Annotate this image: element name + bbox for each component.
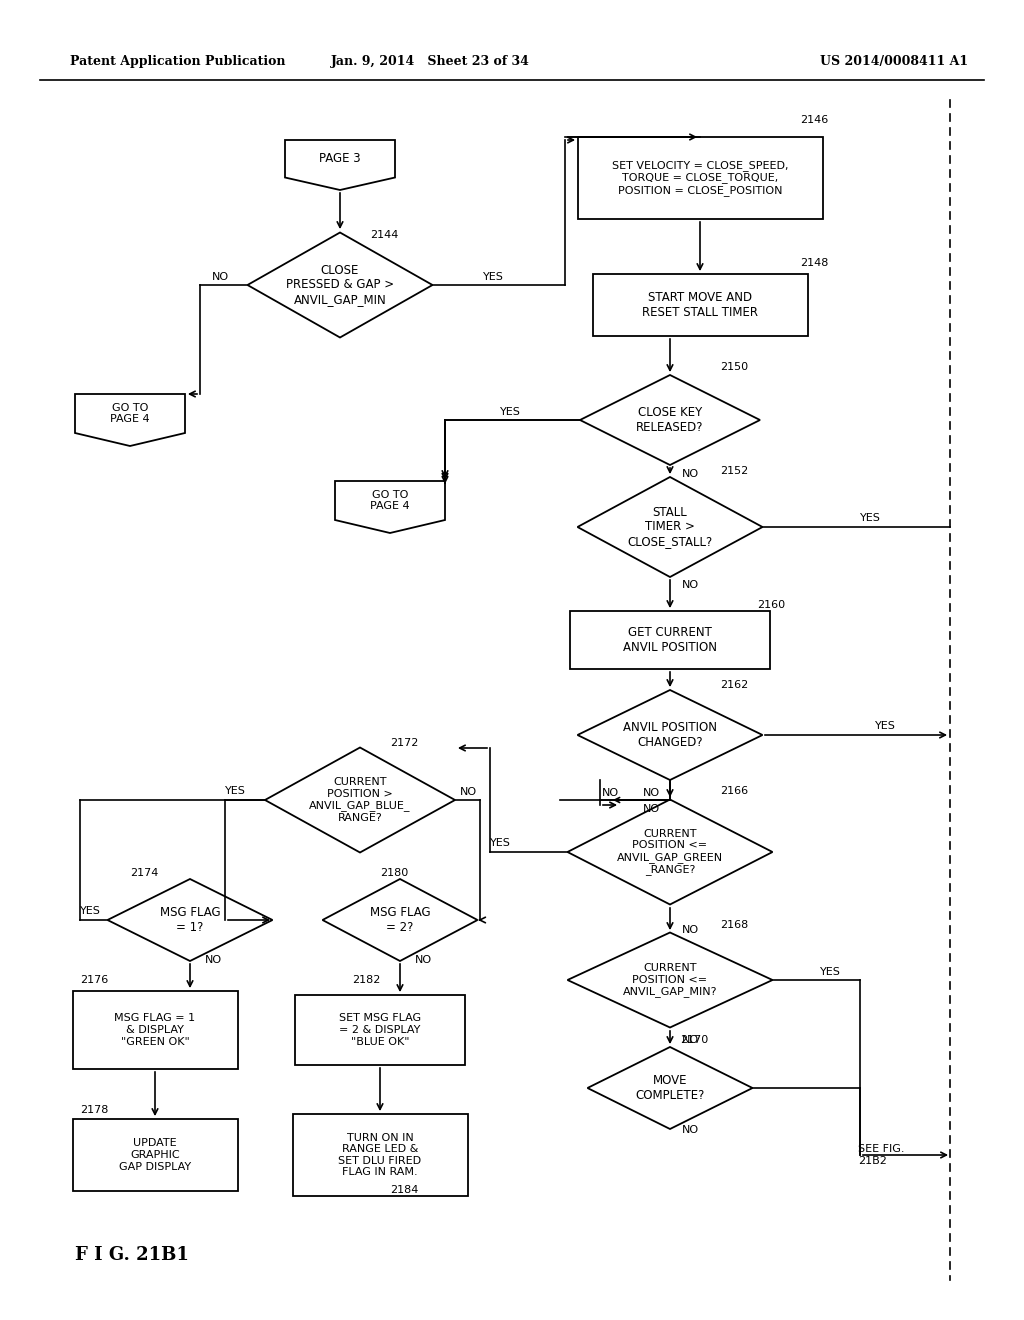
Polygon shape: [567, 932, 772, 1027]
Text: 2180: 2180: [380, 869, 409, 878]
Polygon shape: [567, 800, 772, 904]
Text: Jan. 9, 2014   Sheet 23 of 34: Jan. 9, 2014 Sheet 23 of 34: [331, 55, 529, 69]
Text: CURRENT
POSITION <=
ANVIL_GAP_MIN?: CURRENT POSITION <= ANVIL_GAP_MIN?: [623, 964, 717, 997]
Text: YES: YES: [482, 272, 504, 282]
Polygon shape: [265, 747, 455, 853]
Text: STALL
TIMER >
CLOSE_STALL?: STALL TIMER > CLOSE_STALL?: [628, 506, 713, 549]
Text: YES: YES: [874, 721, 896, 731]
Text: 2144: 2144: [370, 230, 398, 240]
Polygon shape: [578, 690, 763, 780]
Text: NO: NO: [682, 1035, 699, 1045]
Text: CLOSE
PRESSED & GAP >
ANVIL_GAP_MIN: CLOSE PRESSED & GAP > ANVIL_GAP_MIN: [286, 264, 394, 306]
Text: US 2014/0008411 A1: US 2014/0008411 A1: [820, 55, 968, 69]
Text: CLOSE KEY
RELEASED?: CLOSE KEY RELEASED?: [636, 407, 703, 434]
Text: MSG FLAG
= 1?: MSG FLAG = 1?: [160, 906, 220, 935]
Text: NO: NO: [211, 272, 228, 282]
Bar: [293, 1114, 468, 1196]
Text: 2184: 2184: [390, 1185, 419, 1195]
Text: GET CURRENT
ANVIL POSITION: GET CURRENT ANVIL POSITION: [623, 626, 717, 653]
Text: PAGE 3: PAGE 3: [319, 152, 360, 165]
Polygon shape: [580, 375, 760, 465]
Text: NO: NO: [460, 787, 476, 797]
Text: CURRENT
POSITION >
ANVIL_GAP_BLUE_
RANGE?: CURRENT POSITION > ANVIL_GAP_BLUE_ RANGE…: [309, 777, 411, 822]
Text: GO TO
PAGE 4: GO TO PAGE 4: [371, 490, 410, 511]
Text: SEE FIG.
21B2: SEE FIG. 21B2: [858, 1144, 904, 1166]
Text: MOVE
COMPLETE?: MOVE COMPLETE?: [635, 1074, 705, 1102]
Text: MSG FLAG
= 2?: MSG FLAG = 2?: [370, 906, 430, 935]
Text: 2174: 2174: [130, 869, 159, 878]
Text: GO TO
PAGE 4: GO TO PAGE 4: [111, 403, 150, 424]
Text: NO: NO: [682, 579, 699, 590]
Text: YES: YES: [489, 838, 510, 847]
Polygon shape: [335, 480, 445, 533]
Text: 2178: 2178: [80, 1105, 109, 1115]
Text: ANVIL POSITION
CHANGED?: ANVIL POSITION CHANGED?: [623, 721, 717, 748]
Text: 2146: 2146: [800, 115, 828, 125]
Bar: [578, 137, 822, 219]
Text: 2168: 2168: [720, 920, 749, 931]
Text: F I G. 21B1: F I G. 21B1: [75, 1246, 188, 1265]
Text: 2152: 2152: [720, 466, 749, 477]
Text: NO: NO: [643, 788, 660, 799]
Bar: [73, 991, 238, 1069]
Text: YES: YES: [80, 906, 100, 916]
Polygon shape: [285, 140, 395, 190]
Text: 2176: 2176: [80, 975, 109, 985]
Bar: [570, 611, 770, 669]
Text: MSG FLAG = 1
& DISPLAY
"GREEN OK": MSG FLAG = 1 & DISPLAY "GREEN OK": [115, 1014, 196, 1047]
Text: TURN ON IN
RANGE LED &
SET DLU FIRED
FLAG IN RAM.: TURN ON IN RANGE LED & SET DLU FIRED FLA…: [339, 1133, 422, 1177]
Text: 2170: 2170: [680, 1035, 709, 1045]
Text: 2166: 2166: [720, 785, 749, 796]
Text: NO: NO: [601, 788, 618, 799]
Text: UPDATE
GRAPHIC
GAP DISPLAY: UPDATE GRAPHIC GAP DISPLAY: [119, 1138, 191, 1172]
Text: NO: NO: [682, 925, 699, 935]
Text: 2150: 2150: [720, 362, 749, 372]
Polygon shape: [588, 1047, 753, 1129]
Text: 2160: 2160: [757, 601, 785, 610]
Text: NO: NO: [415, 954, 432, 965]
Text: YES: YES: [859, 513, 881, 523]
Polygon shape: [323, 879, 477, 961]
Text: 2172: 2172: [390, 738, 419, 748]
Polygon shape: [75, 393, 185, 446]
Bar: [593, 275, 808, 337]
Polygon shape: [248, 232, 432, 338]
Text: 2148: 2148: [800, 257, 828, 268]
Text: CURRENT
POSITION <=
ANVIL_GAP_GREEN
_RANGE?: CURRENT POSITION <= ANVIL_GAP_GREEN _RAN…: [616, 829, 723, 875]
Polygon shape: [578, 477, 763, 577]
Text: 2182: 2182: [352, 975, 380, 985]
Text: NO: NO: [682, 469, 699, 479]
Text: NO: NO: [643, 804, 660, 814]
Text: SET MSG FLAG
= 2 & DISPLAY
"BLUE OK": SET MSG FLAG = 2 & DISPLAY "BLUE OK": [339, 1014, 421, 1047]
Bar: [295, 995, 465, 1065]
Text: YES: YES: [819, 968, 841, 977]
Polygon shape: [108, 879, 272, 961]
Text: NO: NO: [682, 1125, 699, 1135]
Text: YES: YES: [500, 407, 520, 417]
Text: START MOVE AND
RESET STALL TIMER: START MOVE AND RESET STALL TIMER: [642, 290, 758, 319]
Text: Patent Application Publication: Patent Application Publication: [70, 55, 286, 69]
Text: NO: NO: [205, 954, 222, 965]
Bar: [73, 1119, 238, 1191]
Text: YES: YES: [224, 785, 246, 796]
Text: 2162: 2162: [720, 680, 749, 690]
Text: SET VELOCITY = CLOSE_SPEED,
TORQUE = CLOSE_TORQUE,
POSITION = CLOSE_POSITION: SET VELOCITY = CLOSE_SPEED, TORQUE = CLO…: [611, 160, 788, 195]
